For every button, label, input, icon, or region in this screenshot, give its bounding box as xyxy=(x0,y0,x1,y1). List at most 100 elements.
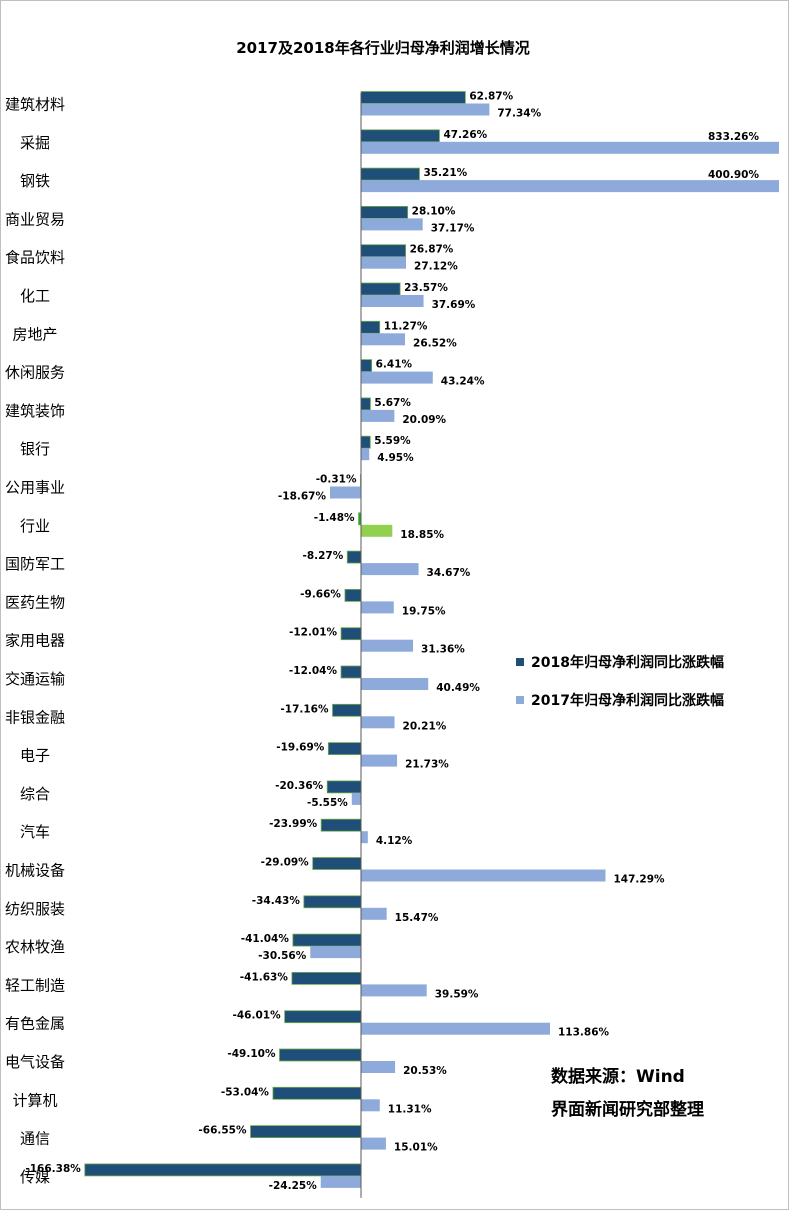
category-label: 家用电器 xyxy=(5,632,65,650)
bar-2018 xyxy=(84,1163,362,1177)
legend: 2018年归母净利润同比涨跌幅 2017年归母净利润同比涨跌幅 xyxy=(516,654,724,709)
bar-2017 xyxy=(361,141,779,154)
category-label: 医药生物 xyxy=(5,593,65,611)
data-label: 35.21% xyxy=(423,167,467,179)
category-label: 纺织服装 xyxy=(5,900,65,918)
category-label: 电气设备 xyxy=(5,1053,65,1071)
bar-2018 xyxy=(344,589,362,602)
category-label: 交通运输 xyxy=(5,670,65,688)
chart-title: 2017及2018年各行业归母净利润增长情况 xyxy=(236,39,530,57)
data-label: -0.31% xyxy=(316,474,357,486)
bar-2018 xyxy=(284,1010,362,1024)
category-label: 建筑材料 xyxy=(5,96,65,114)
data-label: 39.59% xyxy=(435,988,479,1000)
bar-2017 xyxy=(330,486,361,499)
data-label: -24.25% xyxy=(269,1180,318,1192)
bar-2018 xyxy=(360,167,420,181)
bar-2017 xyxy=(361,295,424,307)
legend-label-2017: 2017年归母净利润同比涨跌幅 xyxy=(531,692,724,709)
data-label: 27.12% xyxy=(414,261,458,273)
bar-2018 xyxy=(327,742,362,755)
bar-2017 xyxy=(361,639,414,652)
data-label: -12.01% xyxy=(289,627,338,639)
bar-2017 xyxy=(361,333,406,346)
bar-2018 xyxy=(360,397,371,411)
bar-2018 xyxy=(360,91,466,104)
category-label: 商业贸易 xyxy=(5,210,65,228)
bar-2017 xyxy=(361,984,427,997)
bar-2018 xyxy=(360,435,371,449)
bar-2017 xyxy=(361,601,394,614)
data-label: -17.16% xyxy=(280,703,329,715)
bar-2017 xyxy=(361,907,387,920)
data-label: -46.01% xyxy=(233,1010,282,1022)
data-label: 15.01% xyxy=(394,1142,438,1154)
category-label: 传媒 xyxy=(20,1168,50,1186)
bar-2018 xyxy=(360,359,373,373)
category-label: 机械设备 xyxy=(5,862,65,880)
data-label: -1.48% xyxy=(314,512,355,524)
bar-2018 xyxy=(360,282,401,296)
category-label: 农林牧渔 xyxy=(5,938,65,956)
editor-note: 界面新闻研究部整理 xyxy=(551,1099,704,1120)
category-label: 非银金融 xyxy=(5,708,65,726)
category-label: 国防军工 xyxy=(5,555,65,573)
data-label: -23.99% xyxy=(269,818,318,830)
data-label: 37.69% xyxy=(432,299,476,311)
data-label: -18.67% xyxy=(278,491,327,503)
bar-2017 xyxy=(361,1099,380,1112)
legend-label-2018: 2018年归母净利润同比涨跌幅 xyxy=(531,654,724,671)
bar-2017 xyxy=(361,869,606,882)
data-label: -9.66% xyxy=(300,588,341,600)
bar-2017 xyxy=(361,754,398,767)
bar-2018 xyxy=(303,895,362,909)
bar-2017 xyxy=(361,256,407,269)
legend-swatch-2017 xyxy=(516,696,524,704)
data-label: 833.26% xyxy=(708,131,760,143)
category-label: 化工 xyxy=(20,287,50,305)
data-label: -12.04% xyxy=(289,665,338,677)
data-label: -8.27% xyxy=(302,550,343,562)
bar-2018 xyxy=(340,627,362,641)
source-note: 数据来源：Wind xyxy=(551,1066,685,1087)
bars-layer xyxy=(84,91,779,1188)
data-label: 4.95% xyxy=(377,452,414,464)
bar-2018 xyxy=(279,1048,362,1062)
data-label: -19.69% xyxy=(276,742,325,754)
bar-2017 xyxy=(361,371,433,384)
bar-2018 xyxy=(250,1125,362,1138)
category-label: 公用事业 xyxy=(5,479,65,497)
data-label: 43.24% xyxy=(441,376,485,388)
bar-2018 xyxy=(360,129,440,143)
data-label: -30.56% xyxy=(258,950,307,962)
bar-2017 xyxy=(361,1022,551,1035)
category-label: 休闲服务 xyxy=(5,364,65,382)
data-label: 19.75% xyxy=(402,605,446,617)
data-label: 31.36% xyxy=(421,644,465,656)
category-label: 房地产 xyxy=(12,325,57,343)
data-label: 5.59% xyxy=(374,435,411,447)
bar-2018 xyxy=(360,244,407,258)
bar-2017 xyxy=(361,1061,396,1073)
data-label: 26.52% xyxy=(413,337,457,349)
category-label: 行业 xyxy=(20,517,50,535)
bar-2017 xyxy=(310,946,361,959)
data-label: 18.85% xyxy=(400,529,444,541)
bar-2018 xyxy=(312,857,362,870)
bar-2018 xyxy=(332,703,362,717)
data-label: -166.38% xyxy=(25,1163,81,1175)
bar-2017 xyxy=(361,524,393,537)
category-label: 钢铁 xyxy=(20,172,50,190)
data-label: 11.27% xyxy=(384,320,428,332)
data-label: -5.55% xyxy=(307,797,348,809)
bar-2017 xyxy=(361,831,368,844)
data-label: 20.53% xyxy=(403,1065,447,1077)
bar-2018 xyxy=(346,550,362,564)
data-label: 26.87% xyxy=(410,244,454,256)
category-label: 电子 xyxy=(20,747,50,765)
category-label: 通信 xyxy=(20,1130,50,1148)
bar-2017 xyxy=(361,409,395,422)
data-label: 113.86% xyxy=(558,1027,610,1039)
